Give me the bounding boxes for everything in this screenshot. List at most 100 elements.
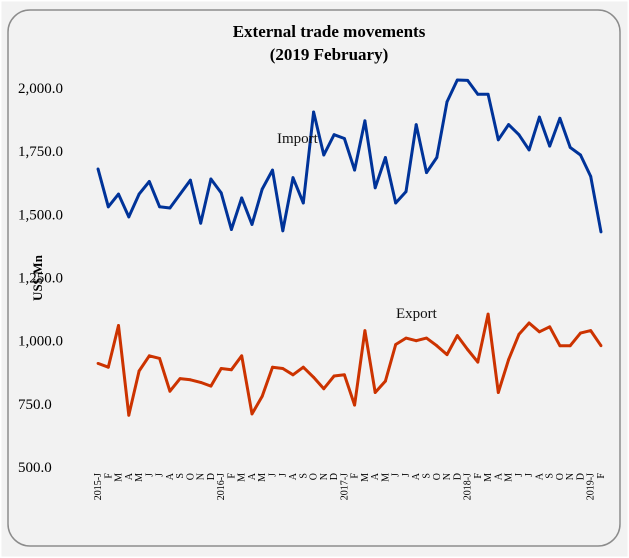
export-data-point [404, 336, 408, 340]
x-tick-label: J [144, 473, 155, 477]
import-data-point [558, 116, 562, 120]
x-tick-label: A [247, 472, 258, 480]
y-tick-label: 1,000.0 [18, 334, 63, 350]
export-data-point [240, 354, 244, 358]
y-tick-label: 1,250.0 [18, 271, 63, 287]
x-tick-label: 2018-J [463, 473, 474, 500]
x-tick-label: A [288, 472, 299, 480]
export-data-point [373, 391, 377, 394]
export-data-point [219, 367, 223, 370]
import-data-point [260, 187, 264, 191]
y-tick-label: 1,500.0 [18, 207, 63, 223]
export-data-point [168, 389, 172, 393]
export-data-point [486, 312, 490, 316]
export-data-point [353, 403, 356, 407]
y-tick-label: 2,000.0 [18, 81, 63, 97]
x-tick-label: A [124, 472, 135, 480]
x-tick-label: A [411, 472, 422, 480]
import-data-point [414, 123, 418, 126]
import-data-point [96, 167, 100, 171]
x-tick-label: D [575, 473, 586, 480]
y-tick-label: 500.0 [18, 460, 52, 476]
export-data-point [260, 394, 264, 398]
import-data-point [291, 176, 295, 180]
import-data-point [147, 180, 151, 183]
export-data-point [117, 324, 120, 327]
import-data-point [117, 192, 120, 196]
export-data-point [250, 412, 254, 416]
import-data-point [476, 92, 480, 96]
x-tick-label: 2017-J [339, 473, 350, 500]
import-data-point [219, 191, 223, 195]
import-data-point [435, 156, 439, 159]
export-data-point [466, 348, 469, 351]
import-data-point [189, 178, 192, 182]
x-tick-label: J [514, 473, 525, 477]
import-data-point [548, 144, 552, 148]
import-data-point [250, 223, 254, 226]
x-tick-label: O [555, 473, 566, 480]
import-data-point [496, 138, 500, 142]
x-tick-label: M [257, 473, 268, 482]
x-tick-label: M [360, 473, 371, 482]
x-tick-label: M [134, 473, 145, 482]
import-data-point [240, 196, 244, 200]
export-data-point [579, 331, 582, 335]
import-data-point [353, 168, 356, 172]
export-data-point [96, 362, 100, 365]
export-data-point [445, 353, 449, 356]
x-tick-label: A [370, 472, 381, 480]
export-data-point [414, 339, 418, 343]
export-data-point [599, 344, 603, 348]
chart-border [7, 9, 621, 547]
x-tick-label: N [319, 473, 330, 480]
x-tick-label: J [278, 473, 289, 477]
x-tick-label: F [103, 473, 114, 479]
x-tick-label: D [452, 473, 463, 480]
x-tick-label: S [421, 473, 432, 479]
x-tick-label: M [380, 473, 391, 482]
export-data-point [230, 368, 233, 372]
x-tick-label: D [206, 473, 217, 480]
import-data-point [579, 153, 582, 157]
export-data-point [548, 325, 552, 329]
export-data-point [291, 373, 295, 377]
import-data-point [425, 171, 428, 175]
export-data-point [394, 343, 398, 346]
export-data-point [527, 321, 531, 325]
export-data-point [568, 344, 572, 348]
x-tick-label: D [329, 473, 340, 480]
x-tick-label: F [350, 473, 361, 479]
export-data-point [106, 365, 110, 369]
y-axis-label: US$ Mn [30, 254, 45, 301]
x-tick-label: S [298, 473, 309, 479]
x-tick-label: N [565, 473, 576, 480]
import-data-point [445, 100, 449, 104]
annotation-import: Import [277, 131, 319, 147]
x-tick-label: F [473, 473, 484, 479]
import-data-point [168, 206, 172, 210]
x-tick-label: O [432, 473, 443, 480]
import-data-point [332, 133, 336, 137]
x-tick-label: A [493, 472, 504, 480]
import-data-point [363, 119, 367, 123]
x-tick-label: J [268, 473, 279, 477]
x-tick-label: N [442, 473, 453, 480]
import-data-point [209, 177, 213, 181]
x-tick-label: F [226, 473, 237, 479]
export-data-point [589, 329, 593, 332]
import-data-point [568, 146, 572, 149]
x-tick-label: A [534, 472, 545, 480]
import-data-point [230, 228, 233, 231]
import-data-point [527, 148, 531, 152]
export-data-point [209, 384, 213, 388]
x-tick-label: O [309, 473, 320, 480]
import-data-point [373, 186, 377, 190]
import-data-point [384, 156, 387, 159]
chart-subtitle: (2019 February) [270, 45, 389, 64]
y-tick-label: 1,750.0 [18, 144, 63, 160]
import-data-point [178, 192, 182, 196]
import-data-point [199, 221, 203, 225]
